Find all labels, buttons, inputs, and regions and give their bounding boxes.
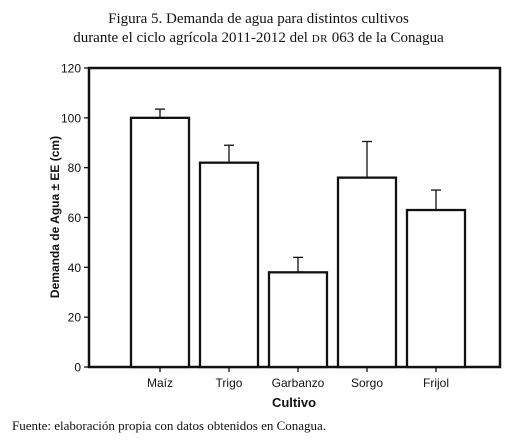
bar-sorgo [336, 176, 398, 369]
y-tick-label-120: 120 [61, 62, 81, 76]
figure-title-dr-abbrev: DR [311, 33, 328, 45]
x-tick-label-trigo: Trigo [216, 376, 243, 390]
x-axis-title: Cultivo [272, 395, 316, 410]
source-note: Fuente: elaboración propia con datos obt… [12, 418, 327, 433]
x-tick-label-frijol: Frijol [423, 376, 449, 390]
x-tick-label-garbanzo: Garbanzo [272, 376, 325, 390]
y-axis-ticks: 0 20 40 60 80 100 120 [61, 62, 89, 375]
figure-title-line-2-end: 063 de la Conagua [328, 30, 444, 46]
bar-maiz [129, 116, 191, 369]
x-axis-ticks: Maíz Trigo Garbanzo Sorgo Frijol [147, 367, 449, 390]
y-tick-label-100: 100 [61, 111, 81, 125]
y-tick-label-80: 80 [68, 161, 82, 175]
y-tick-label-20: 20 [68, 311, 82, 325]
y-tick-label-0: 0 [74, 361, 81, 375]
x-tick-label-maiz: Maíz [147, 376, 173, 390]
figure-title-line-2: durante el ciclo agrícola 2011-2012 del … [0, 29, 517, 49]
bar-trigo [198, 161, 260, 369]
y-axis-title: Demanda de Agua ± EE (cm) [48, 136, 62, 298]
y-tick-label-40: 40 [68, 261, 82, 275]
bar-frijol [405, 208, 467, 369]
bar-garbanzo [267, 271, 329, 369]
figure-title-line-1: Figura 5. Demanda de agua para distintos… [108, 11, 409, 27]
y-tick-label-60: 60 [68, 211, 82, 225]
error-bars-layer [155, 108, 441, 273]
figure-title-line-2-start: durante el ciclo agrícola 2011-2012 del [73, 30, 312, 46]
x-tick-label-sorgo: Sorgo [351, 376, 383, 390]
bars-layer [129, 116, 467, 369]
